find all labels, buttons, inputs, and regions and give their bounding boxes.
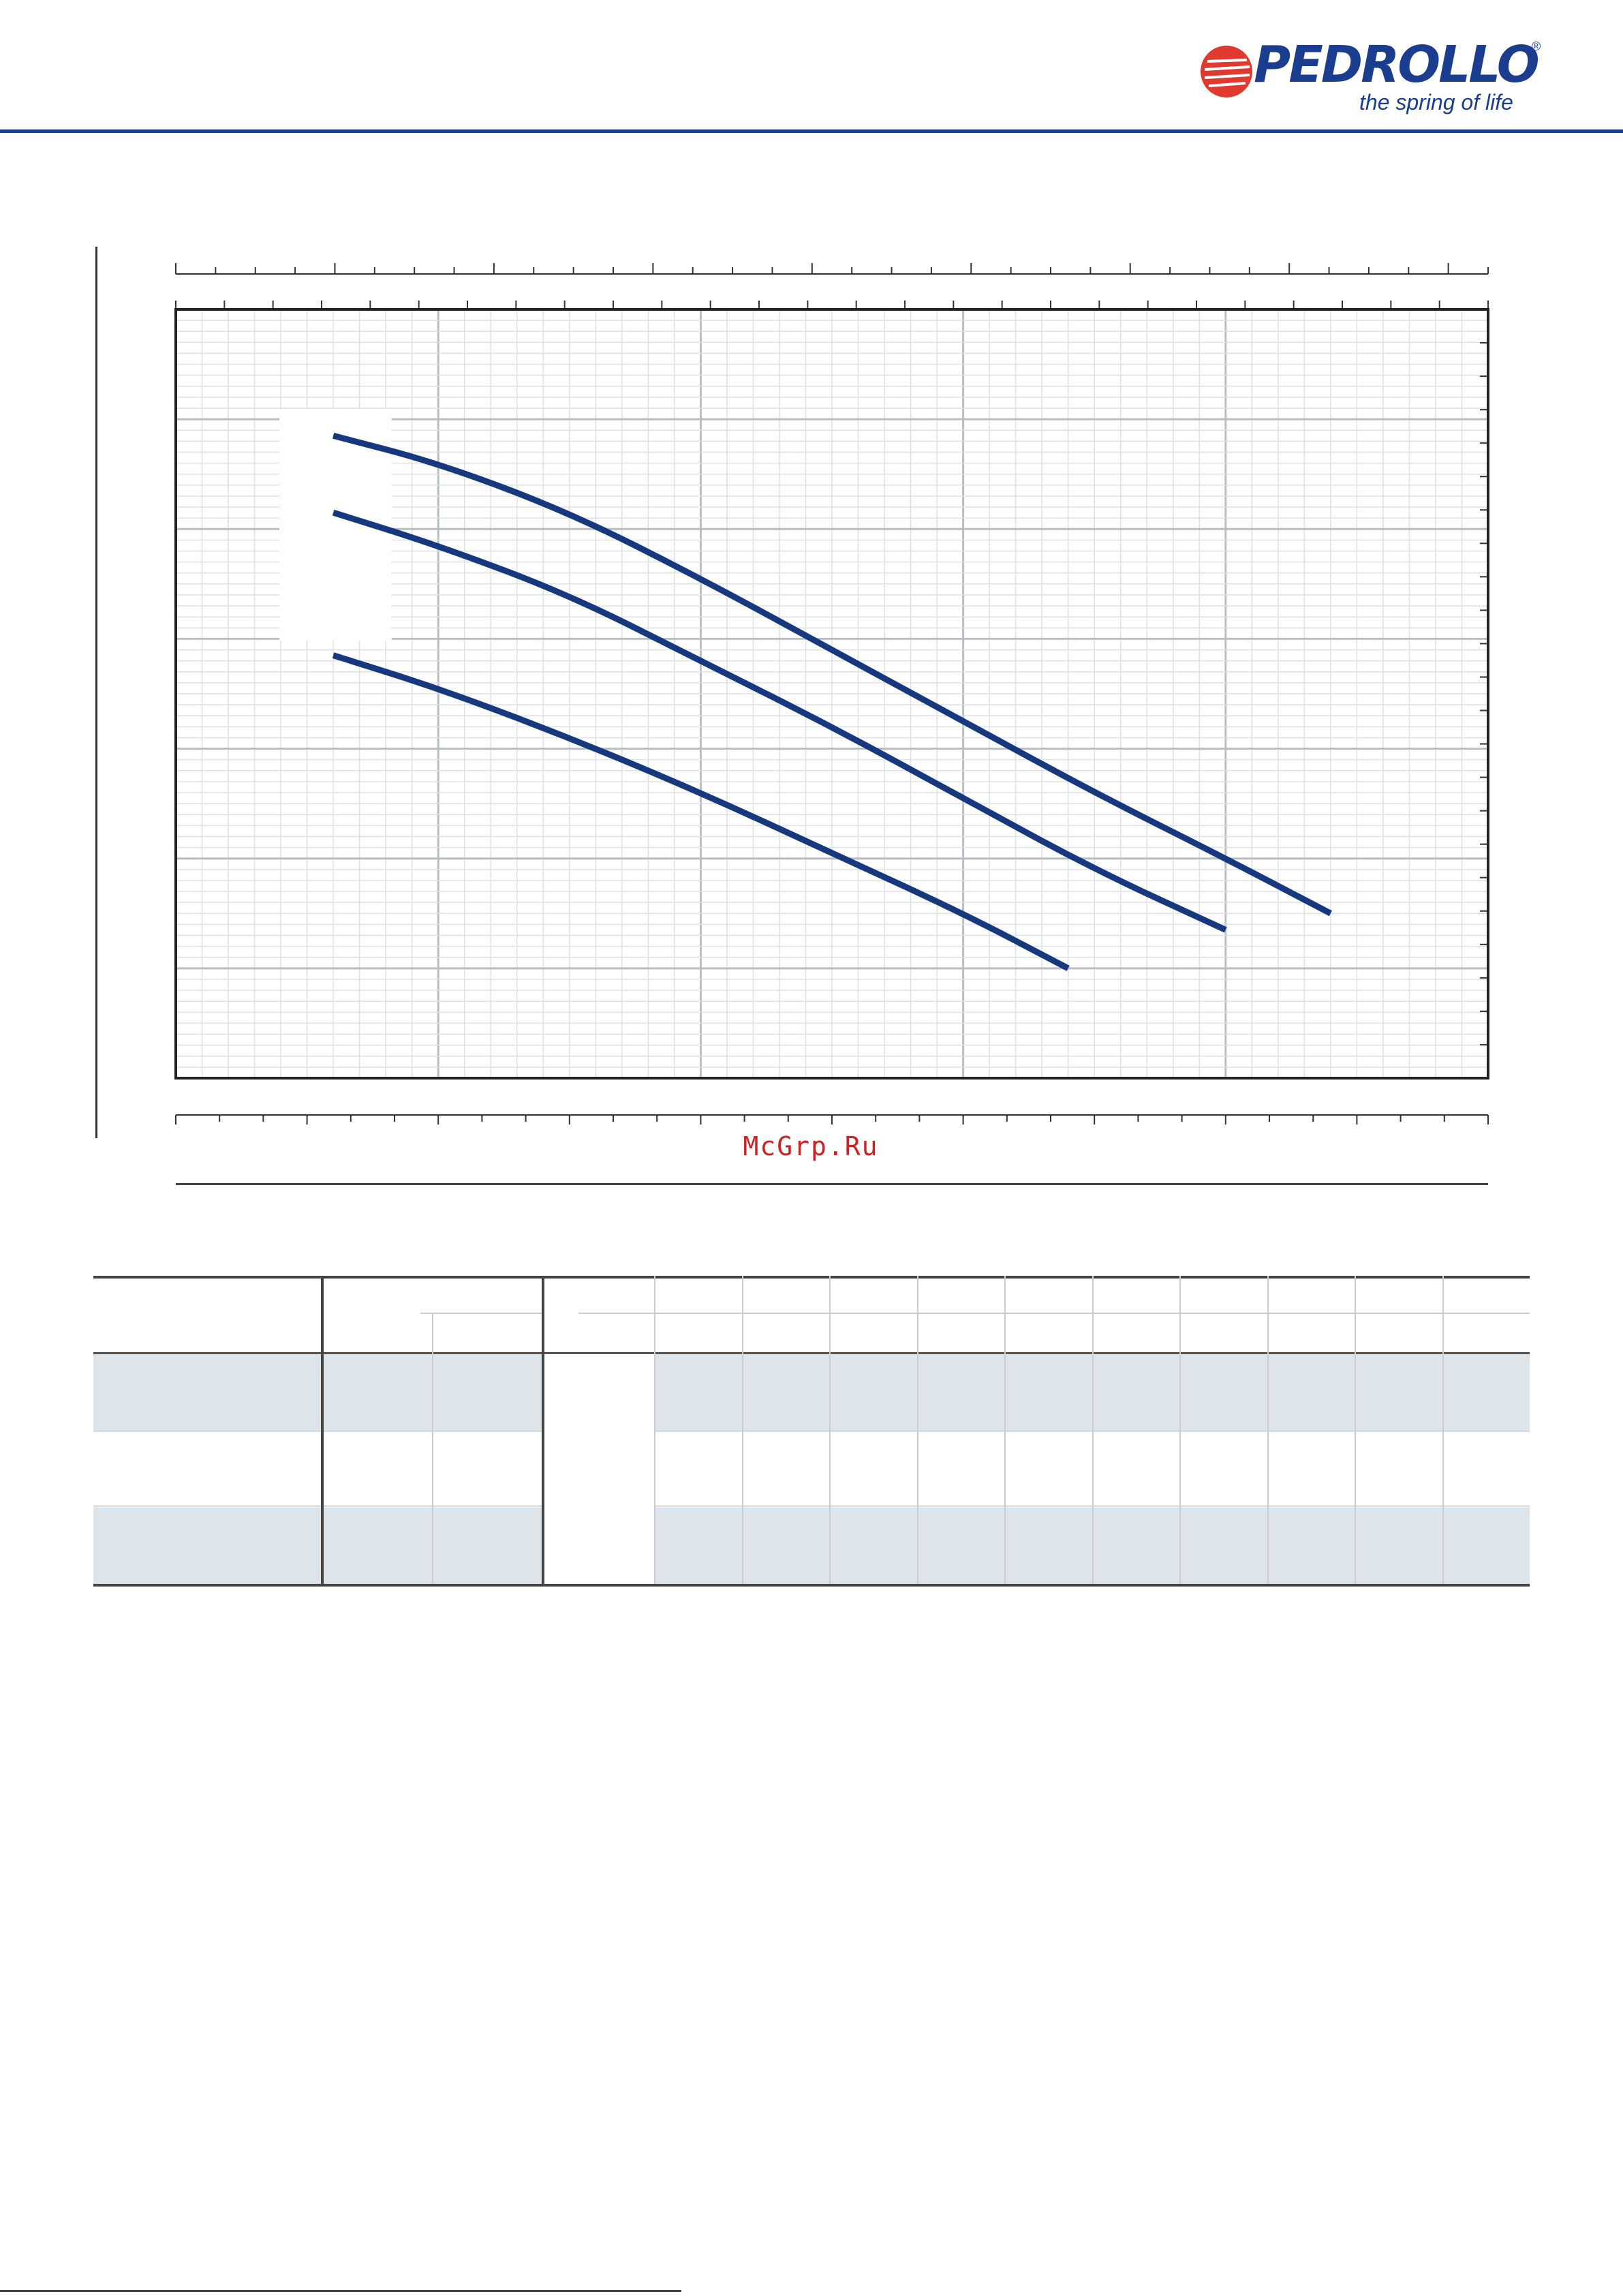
header-rule — [0, 129, 1623, 133]
table-col-rule — [542, 1276, 544, 1584]
series-line-3 — [332, 652, 1070, 971]
table-top-rule — [93, 1276, 1530, 1279]
series-line-2 — [332, 509, 1227, 933]
table-col-rule — [916, 1276, 918, 1584]
performance-table — [93, 1276, 1530, 1587]
table-subheader-rule — [578, 1313, 1530, 1314]
chart-series — [332, 432, 1332, 971]
chart-grid — [176, 309, 1488, 1078]
registered-mark: ® — [1532, 40, 1541, 53]
performance-chart — [174, 263, 1489, 1124]
chart-ticks — [175, 263, 1489, 1124]
table-col-rule — [432, 1314, 433, 1584]
brand-tagline: the spring of life — [1359, 90, 1513, 114]
page-header: PEDROLLO ® the spring of life — [0, 0, 1623, 136]
plot-frame — [174, 308, 1489, 1080]
series-line-1 — [332, 432, 1332, 917]
chart-side-rule — [95, 247, 97, 1138]
pedrollo-logo: PEDROLLO ® the spring of life — [1199, 35, 1541, 117]
chart-bottom-rule — [176, 1183, 1488, 1185]
logo-mark-icon — [1201, 46, 1252, 97]
table-col-rule — [1092, 1276, 1094, 1584]
table-row — [93, 1430, 1530, 1507]
watermark: McGrp.Ru — [743, 1131, 879, 1161]
table-header-rule — [93, 1352, 1530, 1354]
table-col-rule — [321, 1276, 324, 1584]
table-row — [93, 1354, 1530, 1430]
table-col-rule — [1442, 1276, 1444, 1584]
table-col-rule — [829, 1276, 831, 1584]
table-col-rule — [1004, 1276, 1006, 1584]
table-col-rule — [741, 1276, 743, 1584]
table-row — [93, 1507, 1530, 1584]
table-col-rule — [1179, 1276, 1181, 1584]
table-col-rule — [1267, 1276, 1269, 1584]
table-subheader-rule — [420, 1313, 543, 1314]
brand-name: PEDROLLO — [1254, 35, 1540, 94]
table-col-rule — [1355, 1276, 1356, 1584]
table-bottom-rule — [93, 1584, 1530, 1587]
table-col-rule — [654, 1276, 655, 1584]
table-merged-cell — [543, 1354, 654, 1584]
footer-rule — [0, 2290, 681, 2292]
